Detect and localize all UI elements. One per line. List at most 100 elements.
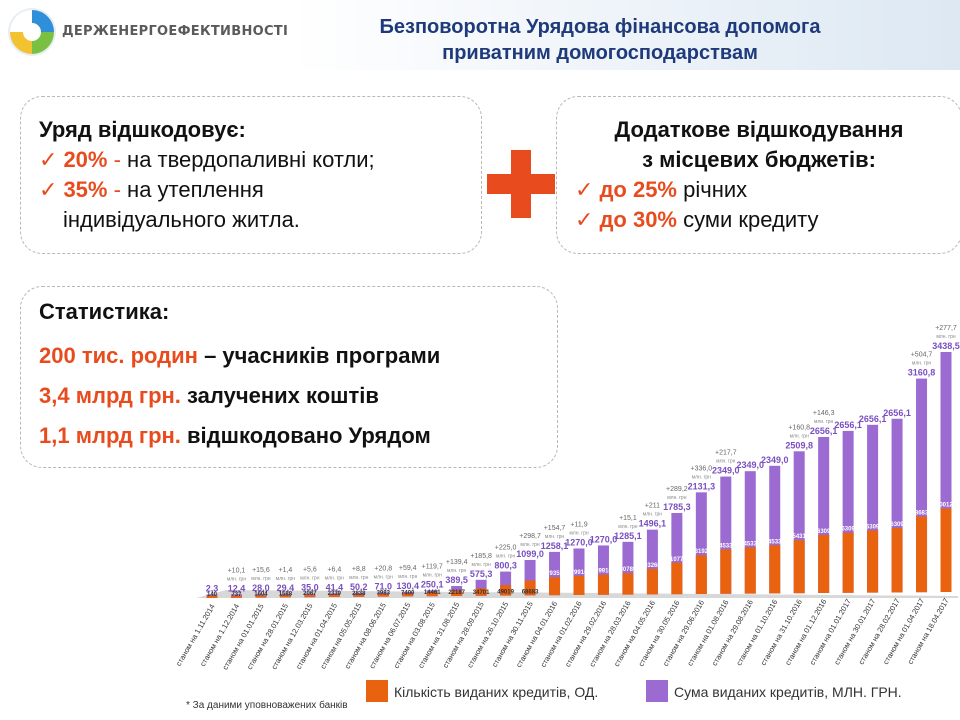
bar-count-label: 1604 (254, 592, 268, 598)
bar-count-label: 79916 (595, 569, 612, 575)
statistics-line-2: 3,4 млрд грн. залучених коштів (39, 381, 379, 411)
bar-increment-unit: млн. грн (936, 334, 955, 340)
bar-increment-unit: млн. грн (227, 576, 246, 582)
bar-count (646, 568, 658, 595)
bar-count (451, 590, 463, 596)
bar-sum-label: 1099,0 (516, 549, 544, 559)
bar-sum-label: 2349,0 (761, 455, 789, 465)
bar-count-label: 163091 (863, 524, 884, 530)
bar-sum-label: 35,0 (301, 583, 319, 593)
bar-count-label: 68683 (522, 589, 539, 595)
bar-count-label: 49019 (497, 590, 514, 596)
bar-count (695, 555, 707, 594)
bar-increment-unit: млн. грн (667, 495, 686, 501)
bar-count (549, 577, 561, 596)
bar-sum-label: 50,2 (350, 582, 368, 592)
bar-count-label: 737 (231, 592, 242, 598)
bar-sum-label: 2656,1 (834, 420, 862, 430)
bar-sum-label: 2131,3 (688, 481, 716, 491)
bar-count-label: 145335 (765, 539, 786, 545)
bar-count-label: 131927 (691, 549, 712, 555)
bar-sum (695, 492, 707, 594)
bar-increment-label: +8,8 (352, 566, 366, 573)
bar-count (769, 545, 781, 594)
bar-sum (793, 451, 805, 594)
bar-sum-label: 2509,8 (785, 440, 813, 450)
statistics-line-2-value: 3,4 млрд грн. (39, 383, 181, 408)
local-item-1: ✓ до 25% річних (575, 175, 747, 205)
statistics-line-2-text: залучених коштів (180, 383, 379, 408)
page-title: Безповоротна Урядова фінансова допомога … (300, 14, 900, 66)
bar-count (426, 592, 438, 597)
bar-increment-unit: млн. грн (447, 568, 466, 574)
bar-increment-unit: млн. грн (790, 433, 809, 439)
government-item-2-pct: 35% (63, 177, 108, 202)
org-name: ДЕРЖЕНЕРГОЕФЕКТИВНОСТІ (62, 24, 289, 39)
bar-count (279, 595, 291, 598)
statistics-line-1: 200 тис. родин – учасників програми (39, 341, 440, 371)
bar-count-label: 140 (207, 592, 218, 598)
bar-sum-label: 2656,1 (810, 426, 838, 436)
bar-count-label: 186832 (912, 510, 933, 516)
bar-count (500, 585, 512, 596)
bar-sum (671, 512, 683, 595)
legend-swatch-sum (646, 680, 668, 702)
government-item-1-sep: - (107, 147, 128, 172)
bar-count-label: 79916 (571, 570, 588, 576)
bar-increment-unit: млн. грн (300, 576, 319, 582)
bar-sum-label: 3438,5 (932, 341, 960, 351)
plus-icon (487, 150, 555, 218)
bar-sum-label: 71,0 (375, 582, 393, 592)
bar-increment-unit: млн. грн (325, 575, 344, 581)
bar-count-label: 2339 (328, 591, 342, 597)
bar-increment-unit: млн. грн (569, 530, 588, 536)
bar-sum (549, 551, 561, 596)
bar-sum (646, 529, 658, 595)
page-title-line-1: Безповоротна Урядова фінансова допомога (379, 16, 821, 38)
statistics-line-3-text: відшкодовано Урядом (180, 423, 431, 448)
check-icon: ✓ (39, 147, 58, 172)
legend-swatch-count (366, 680, 388, 702)
bar-increment-label: +289,2 (666, 486, 688, 493)
check-icon: ✓ (575, 177, 594, 202)
bar-count-label: 163091 (814, 529, 835, 535)
bar-increment-label: +1,4 (278, 567, 292, 574)
bar-count (744, 547, 756, 594)
bar-increment-unit: млн. грн (423, 572, 442, 578)
bar-count-label: 1588 (279, 591, 293, 597)
bar-count (671, 562, 683, 595)
bar-increment-unit: млн. грн (398, 574, 417, 580)
government-heading: Уряд відшкодовує: (39, 117, 246, 142)
bar-increment-label: +504,7 (911, 352, 933, 359)
local-heading-line-2: з місцевих бюджетів: (642, 147, 876, 172)
bar-increment-label: +146,3 (813, 410, 835, 417)
bar-count (255, 595, 267, 598)
bar-sum-label: 1270,0 (590, 534, 618, 544)
bar-sum-label: 41,4 (326, 582, 344, 592)
bar-count (940, 508, 952, 592)
bar-increment-label: +15,1 (619, 515, 637, 522)
bar-increment-label: +185,8 (470, 553, 492, 560)
bar-count (916, 516, 928, 593)
bar-increment-unit: млн. грн (349, 575, 368, 581)
bar-increment-label: +336,0 (691, 465, 713, 472)
bar-sum (475, 579, 487, 596)
bar-increment-label: +6,4 (327, 566, 341, 573)
bar-count-label: 79351 (546, 571, 563, 577)
bar-sum (842, 430, 854, 593)
bar-count (573, 575, 585, 595)
bar-sum (573, 548, 585, 595)
bar-sum-label: 12,4 (228, 583, 246, 593)
bar-count (475, 588, 487, 596)
check-icon: ✓ (39, 177, 58, 202)
local-item-2-pct: до 30% (599, 207, 677, 232)
bar-count (328, 594, 340, 597)
bar-count-label: 34701 (473, 590, 490, 596)
bar-sum-label: 130,4 (396, 581, 419, 591)
bar-increment-label: +20,8 (374, 566, 392, 573)
bar-count (597, 574, 609, 595)
bar-increment-label: +277,7 (935, 325, 957, 332)
bar-sum-label: 250,1 (421, 579, 444, 589)
page-title-line-2: приватним домогосподарствам (442, 42, 758, 64)
bar-sum (940, 352, 952, 592)
